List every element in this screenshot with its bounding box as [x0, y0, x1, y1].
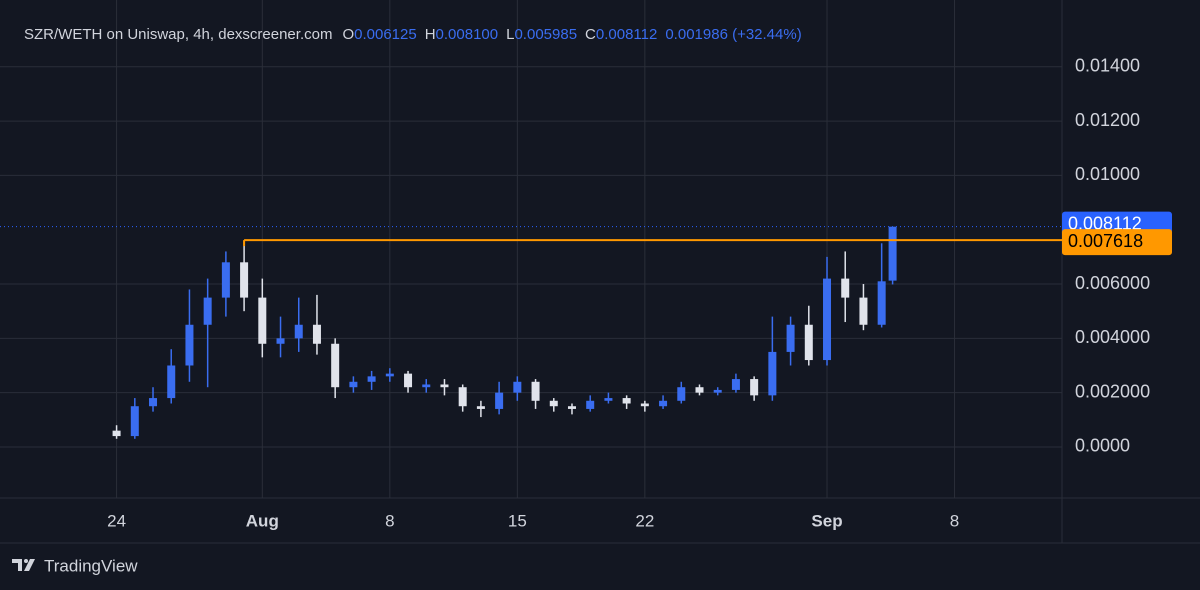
header-title: SZR/WETH on Uniswap, 4h, dexscreener.com: [24, 26, 332, 43]
candle-body: [695, 387, 704, 393]
candle-body: [877, 281, 886, 325]
y-tick-label: 0.002000: [1075, 381, 1150, 401]
candle-body: [622, 398, 631, 404]
candle-body: [331, 343, 340, 388]
x-tick-label: 8: [385, 511, 394, 530]
y-tick-label: 0.004000: [1075, 327, 1150, 347]
candle-body: [888, 226, 897, 281]
ohlc-value: 0.006125: [354, 26, 417, 43]
candle-body: [786, 324, 795, 352]
y-tick-label: 0.0000: [1075, 436, 1130, 456]
candle-body: [586, 400, 595, 409]
candle-body: [567, 406, 576, 409]
candle-body: [531, 381, 540, 401]
price-label: 0.007618: [1068, 231, 1143, 251]
candle-body: [440, 384, 449, 388]
y-tick-label: 0.01200: [1075, 110, 1140, 130]
change: 0.001986 (+32.44%): [665, 26, 801, 43]
candle-body: [495, 392, 504, 409]
tradingview-logo: [12, 559, 35, 571]
candle-body: [130, 406, 139, 437]
x-tick-label: Sep: [811, 511, 842, 530]
candle-body: [404, 373, 413, 388]
ohlc-value: 0.008100: [436, 26, 499, 43]
candle-body: [458, 387, 467, 407]
x-tick-label: 15: [508, 511, 527, 530]
candle-body: [513, 381, 522, 393]
candle-body: [385, 373, 394, 377]
ohlc-value: 0.005985: [514, 26, 577, 43]
y-tick-label: 0.01000: [1075, 164, 1140, 184]
candle-body: [841, 278, 850, 298]
header: SZR/WETH on Uniswap, 4h, dexscreener.com…: [24, 26, 802, 43]
x-tick-label: 24: [107, 511, 126, 530]
y-tick-label: 0.006000: [1075, 273, 1150, 293]
candle-body: [677, 387, 686, 401]
candle-body: [713, 389, 722, 393]
candle-body: [604, 398, 613, 401]
candle-body: [367, 376, 376, 382]
candle-body: [258, 297, 267, 344]
candle-body: [750, 379, 759, 396]
candle-body: [185, 324, 194, 366]
candle-body: [549, 400, 558, 407]
candle-body: [659, 400, 668, 407]
candle-body: [112, 430, 121, 437]
x-tick-label: 22: [635, 511, 654, 530]
price-label-box: [1062, 229, 1172, 256]
candle-body: [149, 398, 158, 407]
candle-body: [640, 403, 649, 407]
candle-body: [422, 384, 431, 388]
ohlc-value: 0.008112: [596, 26, 657, 43]
ohlc-label: O: [342, 26, 354, 43]
candle-body: [476, 406, 485, 409]
candle-body: [731, 379, 740, 390]
candle-body: [823, 278, 832, 361]
x-tick-label: Aug: [246, 511, 279, 530]
candle-body: [276, 338, 285, 344]
candle-body: [804, 324, 813, 361]
y-tick-label: 0.01400: [1075, 56, 1140, 76]
candle-body: [203, 297, 212, 325]
ohlc-label: C: [585, 26, 596, 43]
ohlc-label: L: [506, 26, 514, 43]
candle-body: [768, 351, 777, 396]
candle-body: [167, 365, 176, 399]
candle-body: [240, 262, 249, 298]
candle-body: [349, 381, 358, 388]
candle-body: [294, 324, 303, 339]
x-tick-label: 8: [950, 511, 959, 530]
price-label: 0.008112: [1068, 213, 1142, 233]
candle-body: [859, 297, 868, 325]
candle-body: [312, 324, 321, 344]
brand-name: TradingView: [44, 556, 138, 575]
candle-body: [221, 262, 230, 298]
ohlc-label: H: [425, 26, 436, 43]
